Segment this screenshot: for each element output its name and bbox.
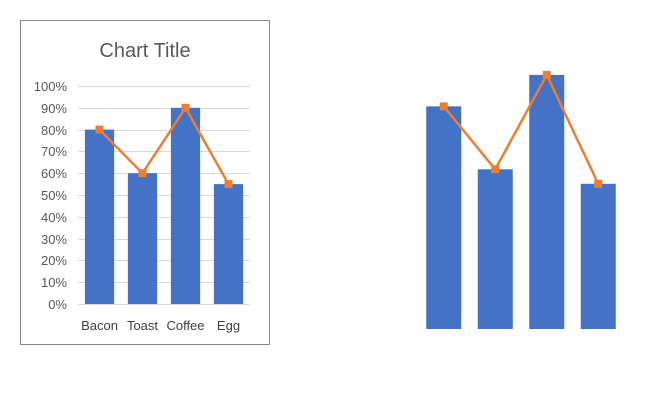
chart-1-category-label: Bacon bbox=[81, 318, 118, 333]
chart-1-series-line bbox=[98, 106, 230, 185]
chart-1-y-tick-label: 20% bbox=[41, 253, 67, 268]
chart-2-bar bbox=[426, 106, 462, 329]
chart-2-line-marker bbox=[542, 70, 551, 79]
chart-1-title: Chart Title bbox=[99, 40, 190, 62]
chart-1-y-tick-label: 40% bbox=[41, 210, 67, 225]
chart-2-bar bbox=[529, 74, 565, 330]
chart-1-y-tick-label: 30% bbox=[41, 232, 67, 247]
chart-1-category-label: Coffee bbox=[166, 318, 204, 333]
chart-2-line-marker bbox=[439, 102, 448, 111]
chart-1-y-tick-label: 100% bbox=[34, 79, 68, 94]
chart-1-y-tick-label: 50% bbox=[41, 188, 67, 203]
chart-1-bar bbox=[127, 173, 158, 304]
chart-1-y-tick-label: 80% bbox=[41, 123, 67, 138]
chart-1-bar bbox=[213, 184, 244, 304]
chart-1-y-tick-label: 90% bbox=[41, 101, 67, 116]
chart-2-line-marker bbox=[594, 179, 603, 188]
chart-1-line-marker bbox=[181, 103, 190, 112]
chart-1-category-label: Egg bbox=[217, 318, 240, 333]
chart-1-y-tick-label: 60% bbox=[41, 166, 67, 181]
chart-2-series-line bbox=[442, 73, 600, 185]
chart-1-line-marker bbox=[95, 125, 104, 134]
chart-2-bar bbox=[580, 183, 616, 329]
chart-1-y-tick-label: 0% bbox=[48, 297, 67, 312]
chart-1-bar bbox=[84, 129, 115, 304]
chart-2-line-marker bbox=[491, 165, 500, 174]
chart-2-bar bbox=[477, 169, 513, 329]
chart-1-y-tick-label: 70% bbox=[41, 144, 67, 159]
chart-1-line-marker bbox=[224, 180, 233, 189]
chart-1-y-tick-label: 10% bbox=[41, 275, 67, 290]
chart-1-bar bbox=[170, 107, 201, 304]
chart-1-category-label: Toast bbox=[127, 318, 158, 333]
chart-1-line-marker bbox=[138, 169, 147, 178]
